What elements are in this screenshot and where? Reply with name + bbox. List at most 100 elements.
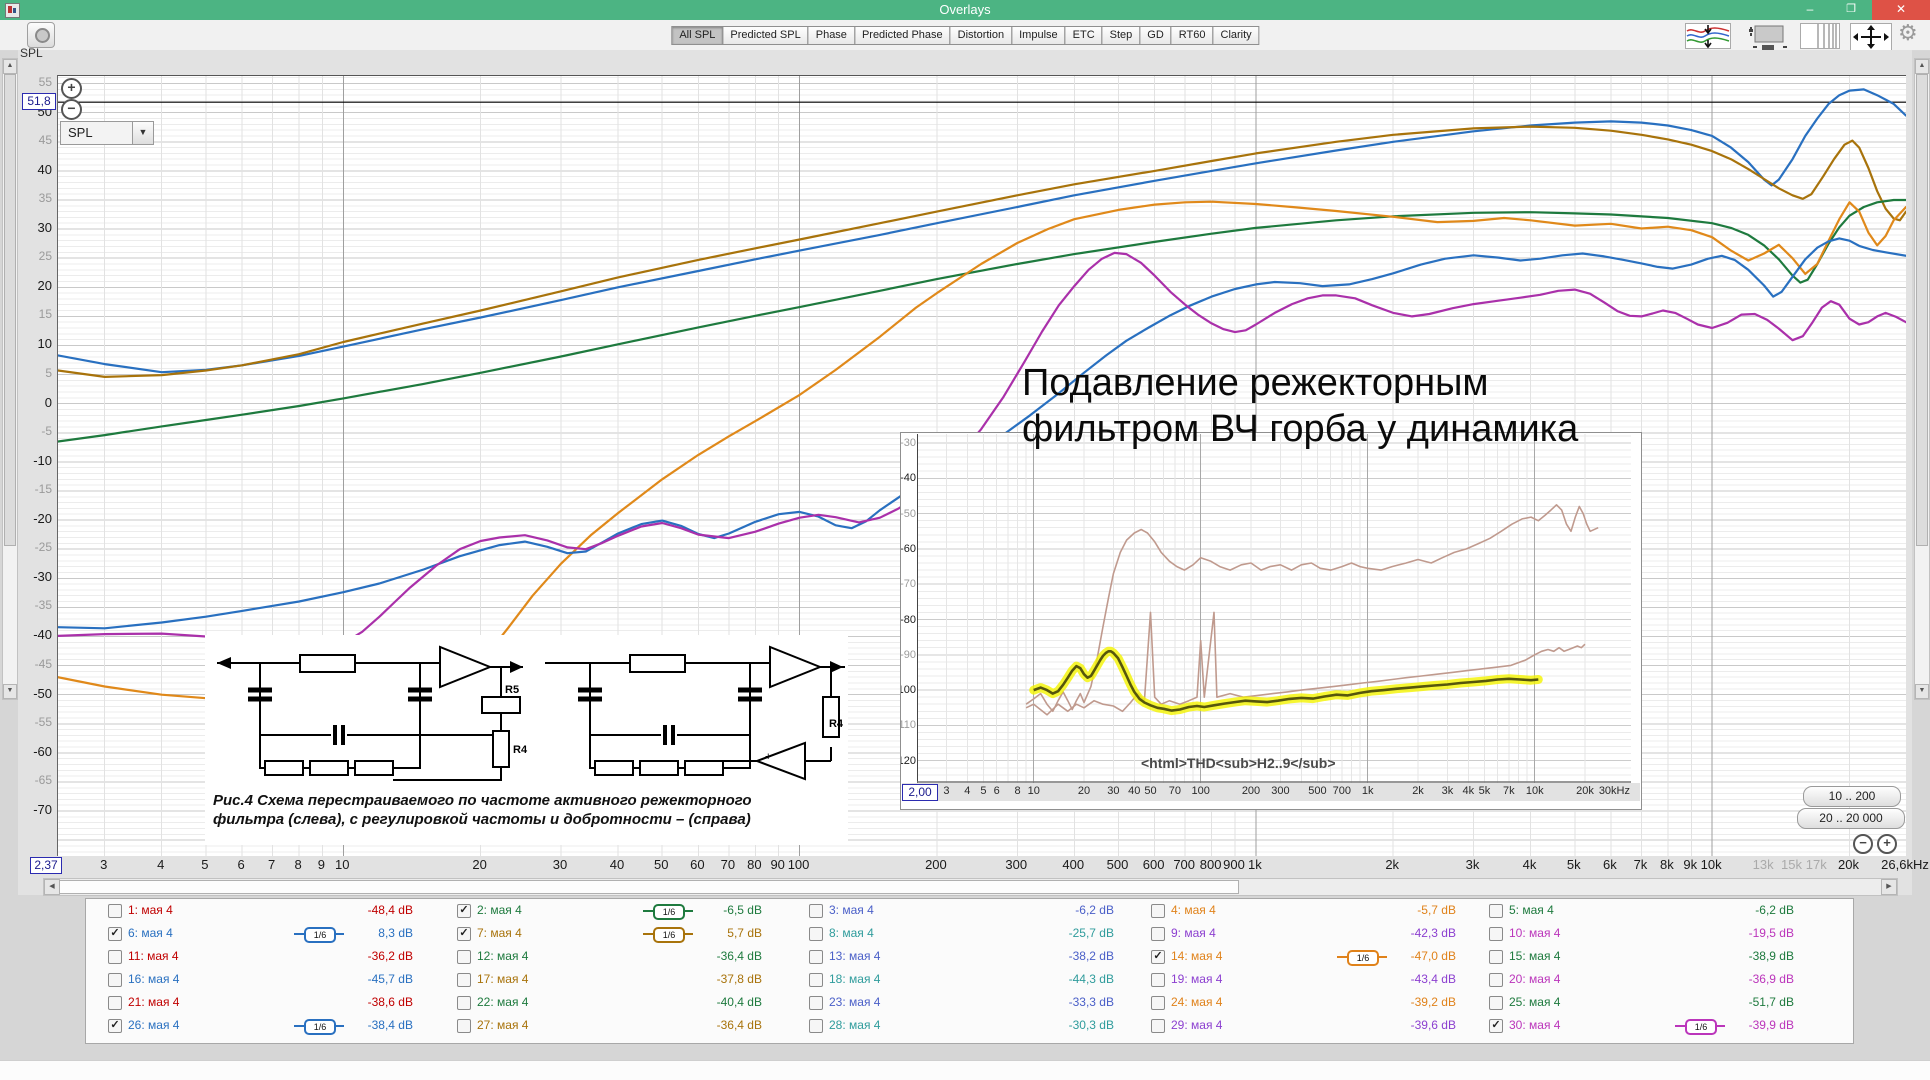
x-tick-label: 9k bbox=[1683, 857, 1698, 872]
measurement-label-27: 27: мая 4 bbox=[477, 1018, 529, 1032]
settings-gear-icon[interactable]: ⚙ bbox=[1898, 20, 1918, 45]
inset-y-tick-label: -40 bbox=[900, 472, 916, 485]
right-scroll-thumb[interactable] bbox=[1916, 74, 1928, 546]
badge-stub-right bbox=[683, 910, 693, 912]
left-vertical-scrollbar[interactable]: ▲ ▼ bbox=[2, 58, 18, 700]
measurement-label-18: 18: мая 4 bbox=[829, 972, 881, 986]
zoom-in-range-icon[interactable]: + bbox=[1877, 834, 1897, 854]
tab-distortion[interactable]: Distortion bbox=[949, 26, 1013, 45]
measurement-checkbox-10[interactable] bbox=[1489, 927, 1503, 941]
tab-gd[interactable]: GD bbox=[1139, 26, 1172, 45]
zoom-out-range-icon[interactable]: − bbox=[1853, 834, 1873, 854]
measurement-level-30: -39,9 dB bbox=[1748, 1018, 1794, 1032]
measurement-checkbox-29[interactable] bbox=[1151, 1019, 1165, 1033]
measurement-checkbox-3[interactable] bbox=[809, 904, 823, 918]
measurement-checkbox-13[interactable] bbox=[809, 950, 823, 964]
spl-curve-2 bbox=[58, 198, 1906, 443]
right-vertical-scrollbar[interactable]: ▲ ▼ bbox=[1914, 58, 1930, 700]
horizontal-scroll-thumb[interactable] bbox=[59, 880, 1239, 894]
measurement-label-24: 24: мая 4 bbox=[1171, 995, 1223, 1009]
measurement-checkbox-30[interactable]: ✓ bbox=[1489, 1019, 1503, 1033]
frequency-bands-icon[interactable] bbox=[1800, 23, 1840, 54]
inset-x-tick-label: 70 bbox=[1168, 785, 1181, 797]
scroll-up-icon[interactable]: ▲ bbox=[1915, 59, 1929, 74]
measurement-checkbox-5[interactable] bbox=[1489, 904, 1503, 918]
measurement-checkbox-17[interactable] bbox=[457, 973, 471, 987]
scroll-down-icon[interactable]: ▼ bbox=[1915, 684, 1929, 699]
pan-arrows-icon[interactable] bbox=[1850, 23, 1892, 56]
y-tick-label: 20 bbox=[37, 278, 52, 294]
chevron-down-icon[interactable]: ▼ bbox=[132, 122, 153, 144]
tab-predicted-phase[interactable]: Predicted Phase bbox=[853, 26, 951, 45]
x-tick-label: 700 bbox=[1173, 857, 1196, 872]
measurement-checkbox-18[interactable] bbox=[809, 973, 823, 987]
measurement-checkbox-14[interactable]: ✓ bbox=[1151, 950, 1165, 964]
tab-rt60[interactable]: RT60 bbox=[1170, 26, 1214, 45]
measurement-checkbox-15[interactable] bbox=[1489, 950, 1503, 964]
measurement-checkbox-7[interactable]: ✓ bbox=[457, 927, 471, 941]
range-10-200-button[interactable]: 10 .. 200 bbox=[1803, 786, 1901, 807]
measurement-checkbox-23[interactable] bbox=[809, 996, 823, 1010]
minimize-button[interactable]: – bbox=[1806, 2, 1814, 16]
smoothing-badge-text: 1/6 bbox=[304, 1019, 336, 1035]
measurement-checkbox-8[interactable] bbox=[809, 927, 823, 941]
measurement-checkbox-22[interactable] bbox=[457, 996, 471, 1010]
capture-icon[interactable] bbox=[27, 22, 55, 48]
measurement-level-17: -37,8 dB bbox=[716, 972, 762, 986]
measurement-level-1: -48,4 dB bbox=[367, 903, 413, 917]
range-20-20000-button[interactable]: 20 .. 20 000 bbox=[1797, 808, 1905, 829]
tab-all-spl[interactable]: All SPL bbox=[671, 26, 724, 45]
measurement-label-17: 17: мая 4 bbox=[477, 972, 529, 986]
overlay-curves-icon[interactable] bbox=[1685, 23, 1731, 54]
inset-x-tick-label: 4 bbox=[964, 785, 971, 797]
tab-phase[interactable]: Phase bbox=[807, 26, 855, 45]
scroll-left-icon[interactable]: ◀ bbox=[44, 879, 60, 895]
y-tick-label: -40 bbox=[33, 627, 52, 643]
inset-x-tick-label: 5 bbox=[980, 785, 987, 797]
resistor-label-r4-right: R4 bbox=[829, 718, 844, 730]
measurement-checkbox-12[interactable] bbox=[457, 950, 471, 964]
measurement-checkbox-27[interactable] bbox=[457, 1019, 471, 1033]
measurement-level-8: -25,7 dB bbox=[1068, 926, 1114, 940]
measurement-checkbox-24[interactable] bbox=[1151, 996, 1165, 1010]
measurement-checkbox-4[interactable] bbox=[1151, 904, 1165, 918]
measurement-checkbox-11[interactable] bbox=[108, 950, 122, 964]
measurement-level-2: -6,5 dB bbox=[723, 903, 762, 917]
tab-impulse[interactable]: Impulse bbox=[1011, 26, 1066, 45]
tab-clarity[interactable]: Clarity bbox=[1212, 26, 1260, 45]
left-scroll-thumb[interactable] bbox=[4, 74, 16, 546]
measurement-checkbox-2[interactable]: ✓ bbox=[457, 904, 471, 918]
close-button[interactable]: ✕ bbox=[1872, 0, 1930, 20]
zoom-out-button[interactable]: − bbox=[61, 99, 82, 120]
y-tick-label: 35 bbox=[38, 190, 52, 205]
maximize-button[interactable]: ❐ bbox=[1846, 3, 1856, 15]
measurement-checkbox-6[interactable]: ✓ bbox=[108, 927, 122, 941]
inset-x-tick-label: 6 bbox=[993, 785, 1000, 797]
y-tick-label: 5 bbox=[45, 365, 52, 380]
graph-type-dropdown[interactable]: SPL ▼ bbox=[60, 121, 154, 145]
measurement-checkbox-1[interactable] bbox=[108, 904, 122, 918]
measurement-checkbox-25[interactable] bbox=[1489, 996, 1503, 1010]
measurement-checkbox-26[interactable]: ✓ bbox=[108, 1019, 122, 1033]
measurement-checkbox-28[interactable] bbox=[809, 1019, 823, 1033]
horizontal-scrollbar[interactable]: ◀ ▶ bbox=[43, 878, 1898, 896]
measurement-checkbox-16[interactable] bbox=[108, 973, 122, 987]
app-icon bbox=[5, 3, 20, 18]
measurement-checkbox-21[interactable] bbox=[108, 996, 122, 1010]
tab-step[interactable]: Step bbox=[1101, 26, 1141, 45]
scroll-down-icon[interactable]: ▼ bbox=[3, 684, 17, 699]
graph-layout-icon[interactable] bbox=[1747, 23, 1789, 56]
zoom-in-button[interactable]: + bbox=[61, 78, 82, 99]
measurement-checkbox-20[interactable] bbox=[1489, 973, 1503, 987]
measurement-checkbox-9[interactable] bbox=[1151, 927, 1165, 941]
notch-filter-schematic: + R5 R4 R4 bbox=[217, 645, 845, 781]
y-tick-label: 25 bbox=[38, 249, 52, 264]
graph-tabs: All SPL Predicted SPL Phase Predicted Phase… bbox=[671, 25, 1260, 45]
scroll-right-icon[interactable]: ▶ bbox=[1881, 879, 1897, 895]
scroll-up-icon[interactable]: ▲ bbox=[3, 59, 17, 74]
measurement-checkbox-19[interactable] bbox=[1151, 973, 1165, 987]
window-title: Overlays bbox=[939, 2, 991, 17]
tab-predicted-spl[interactable]: Predicted SPL bbox=[722, 26, 809, 45]
x-tick-label: 60 bbox=[690, 857, 705, 872]
tab-etc[interactable]: ETC bbox=[1064, 26, 1103, 45]
